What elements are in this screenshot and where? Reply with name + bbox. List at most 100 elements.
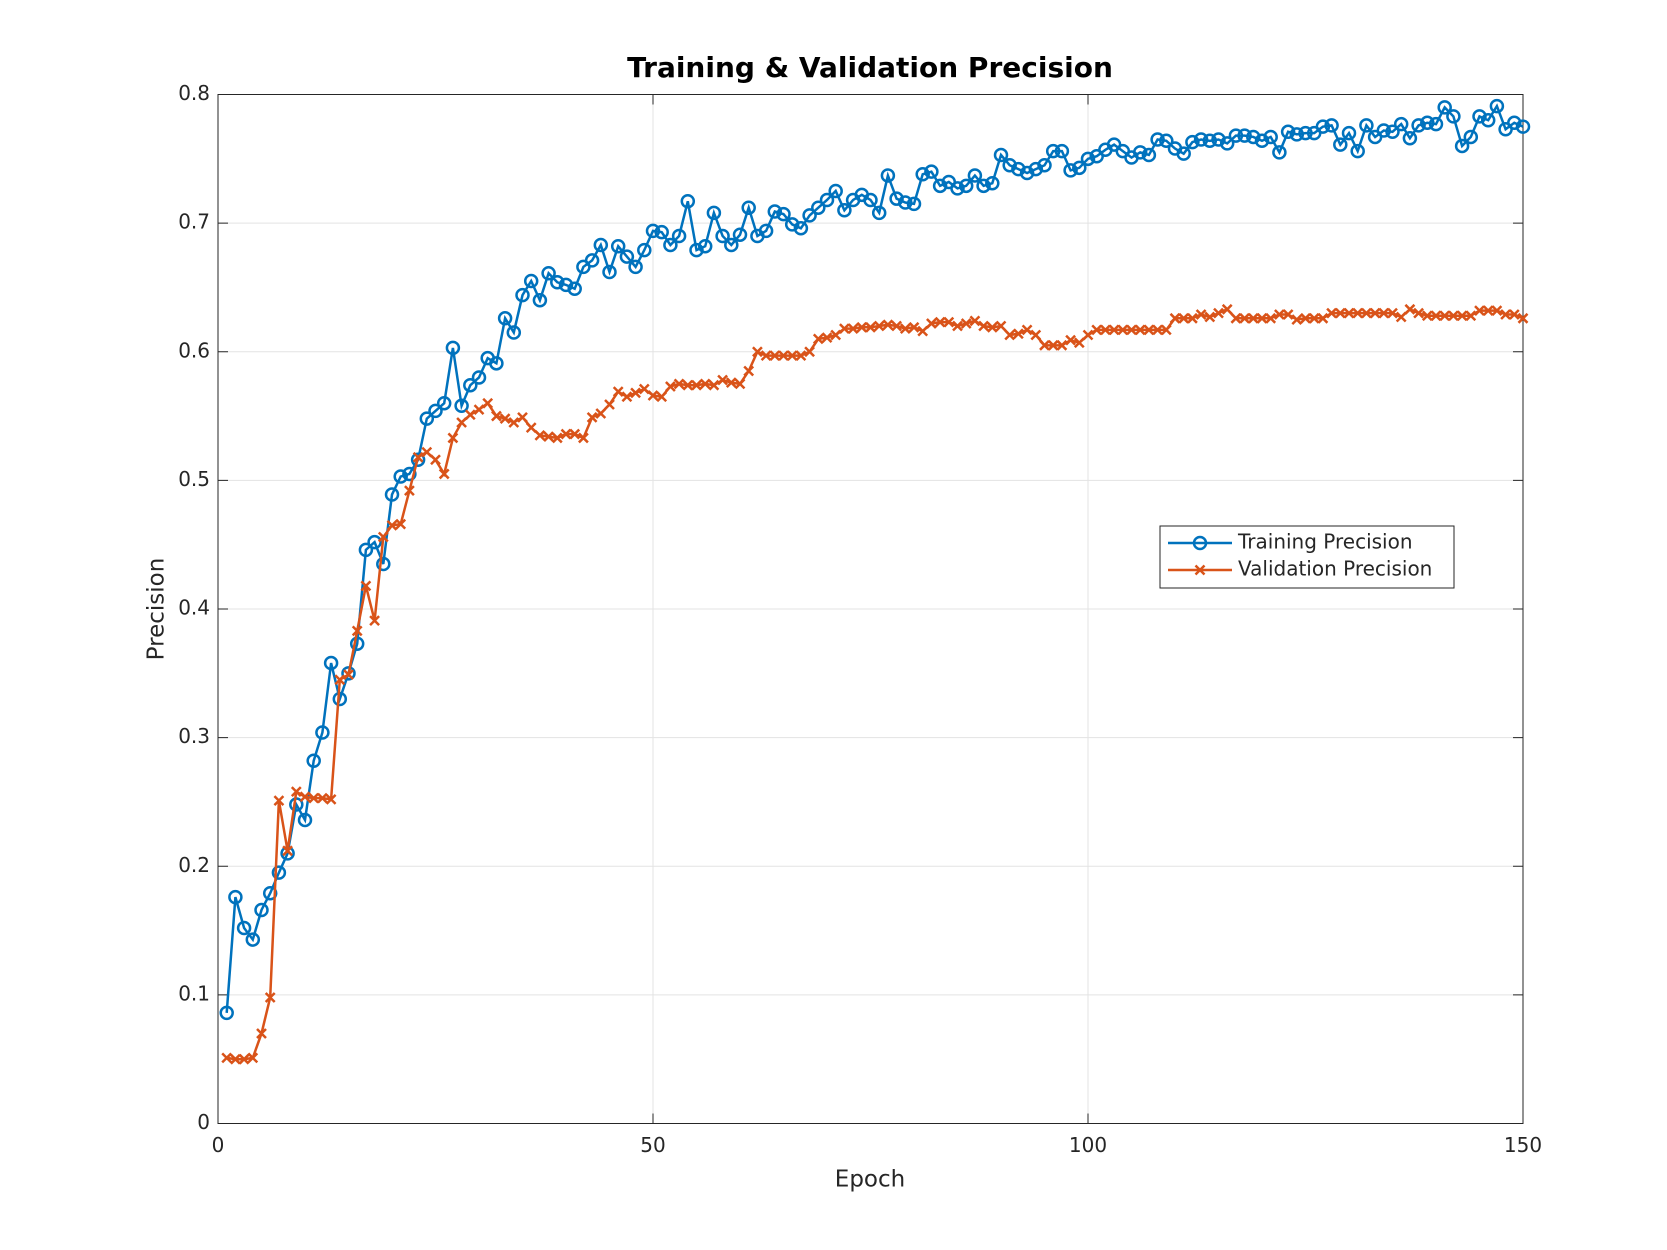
data-point (645, 223, 661, 239)
data-point (1282, 309, 1294, 320)
data-point (306, 753, 321, 769)
data-point (358, 542, 374, 558)
data-point (699, 378, 711, 390)
data-point (384, 487, 400, 502)
data-point (604, 399, 615, 410)
data-point (612, 386, 624, 398)
data-point (456, 417, 467, 428)
data-point (1361, 307, 1372, 319)
data-point (1230, 312, 1242, 324)
data-point (819, 192, 835, 208)
data-point (404, 485, 415, 497)
legend-box (1159, 525, 1455, 589)
data-point (1515, 119, 1531, 134)
data-point (1185, 134, 1200, 150)
data-point (1011, 161, 1026, 177)
data-point (873, 320, 885, 332)
data-point (769, 350, 781, 361)
data-point (550, 275, 565, 290)
data-point (915, 166, 930, 182)
data-point (1326, 307, 1337, 319)
data-point (760, 350, 772, 361)
data-point (471, 370, 487, 385)
data-point (958, 178, 974, 194)
data-point (369, 615, 380, 626)
data-point (732, 227, 748, 242)
data-point (1047, 339, 1059, 351)
data-point (917, 325, 929, 337)
y-tick-label: 0.4 (178, 596, 210, 620)
data-point (1073, 337, 1085, 349)
data-point (995, 320, 1007, 332)
data-point (1439, 310, 1451, 322)
data-point (323, 655, 339, 671)
data-point (282, 845, 293, 857)
data-point (1393, 116, 1409, 132)
data-point (1454, 138, 1470, 154)
data-point (1187, 312, 1198, 324)
data-point (811, 200, 826, 215)
x-tick-label: 150 (1504, 1133, 1542, 1157)
data-point (386, 520, 398, 531)
data-point (647, 390, 659, 401)
data-point (610, 239, 626, 254)
data-point (1369, 307, 1381, 319)
data-point (1117, 324, 1129, 336)
data-point (706, 205, 722, 221)
data-point (1376, 123, 1392, 138)
data-point (497, 311, 513, 326)
data-point (871, 205, 887, 221)
data-point (1193, 132, 1209, 147)
data-point (1517, 312, 1529, 324)
data-point (1039, 339, 1050, 351)
data-point (1108, 324, 1120, 336)
data-point (1421, 310, 1433, 322)
data-point (499, 413, 511, 425)
data-point (943, 316, 955, 328)
data-point (1159, 133, 1174, 149)
data-point (630, 387, 641, 399)
data-point (828, 183, 843, 199)
data-point (1176, 146, 1191, 161)
data-point (247, 1052, 259, 1064)
data-point (1352, 307, 1364, 319)
data-point (290, 786, 302, 798)
data-point (602, 264, 617, 280)
data-point (558, 277, 574, 293)
data-point (619, 249, 635, 264)
data-point (847, 323, 859, 334)
data-point (473, 404, 485, 416)
data-point (1428, 116, 1444, 132)
x-axis-label: Epoch (835, 1167, 905, 1193)
legend-marker (1194, 564, 1206, 576)
data-point (778, 350, 789, 361)
data-point (715, 228, 730, 244)
data-point (567, 281, 582, 296)
data-point (628, 259, 643, 275)
data-point (402, 466, 417, 482)
data-point (804, 346, 815, 358)
legend: Training Precision Validation Precision (1159, 525, 1455, 589)
data-point (786, 350, 798, 361)
data-point (1219, 136, 1235, 151)
data-point (334, 674, 346, 686)
data-point (1013, 328, 1024, 340)
data-point (341, 666, 356, 681)
data-point (1178, 312, 1190, 324)
data-point (489, 356, 504, 371)
data-point (821, 332, 833, 343)
data-point (673, 378, 685, 390)
data-point (454, 398, 469, 414)
data-point (734, 378, 746, 390)
data-point (1228, 128, 1244, 143)
data-point (1395, 311, 1407, 323)
data-point (1489, 98, 1505, 114)
data-point (297, 812, 313, 828)
data-point (1413, 307, 1424, 319)
data-point (532, 293, 548, 308)
data-point (671, 228, 687, 244)
data-point (891, 320, 902, 332)
data-point (1324, 118, 1339, 133)
data-point (308, 792, 320, 804)
data-point (1082, 329, 1094, 341)
